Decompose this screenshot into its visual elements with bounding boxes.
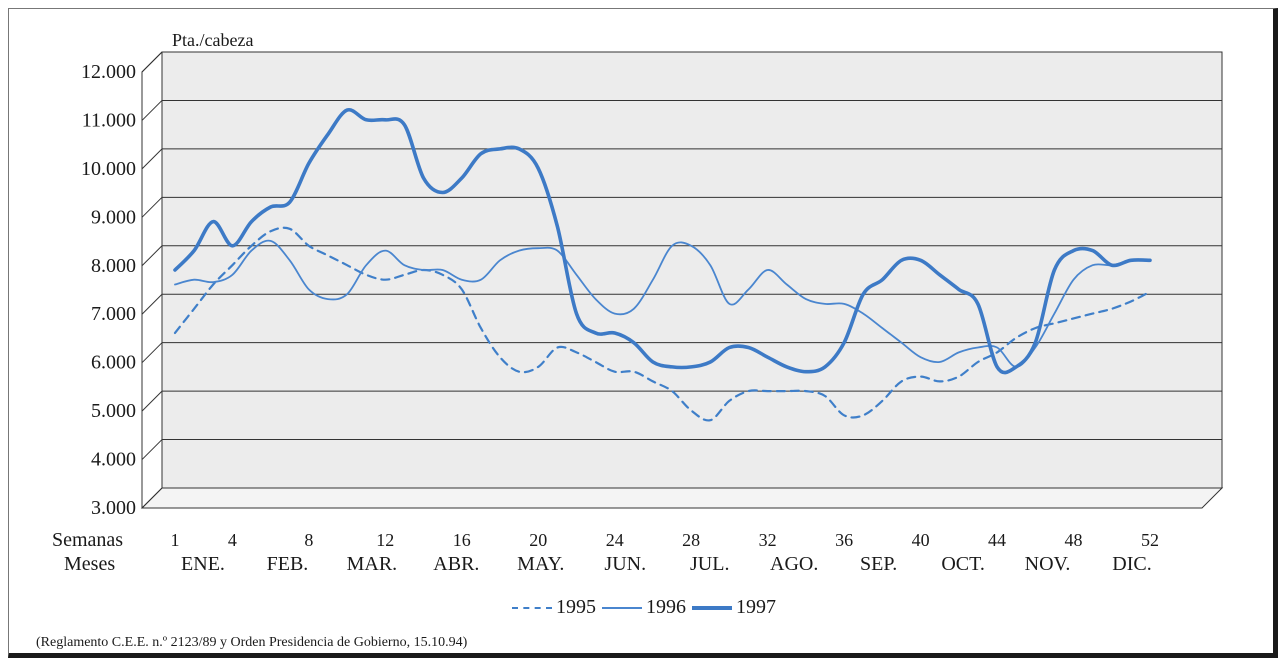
legend-item-1996: 1996 <box>602 596 686 619</box>
y-tick-mark <box>141 196 163 218</box>
legend-label-1997: 1997 <box>736 596 776 618</box>
x-tick-label: 40 <box>912 530 930 550</box>
x-tick-label: 8 <box>304 530 313 550</box>
x-axis-month-ticks: ENE. FEB. MAR. ABR. MAY. JUN. JUL. AGO. SEP. OCT.… <box>181 553 1152 575</box>
x-tick-label: 48 <box>1065 530 1083 550</box>
y-tick-mark <box>141 148 163 170</box>
series-line-1996 <box>174 239 1151 368</box>
legend-swatch-1995 <box>512 606 552 609</box>
series-line-1997 <box>173 107 1152 375</box>
y-tick-label: 9.000 <box>91 206 136 228</box>
x-tick-label: 16 <box>453 530 471 550</box>
month-label: JUN. <box>604 553 646 575</box>
x-tick-label: 24 <box>606 530 624 550</box>
x-tick-label: 28 <box>682 530 700 550</box>
y-axis-ticks: 3.000 4.000 5.000 6.000 7.000 8.000 9.000 10.00… <box>81 51 163 519</box>
legend: 1995 1996 1997 <box>0 596 1288 619</box>
y-tick-label: 6.000 <box>91 352 136 374</box>
y-tick-label: 11.000 <box>82 109 136 131</box>
y-tick-label: 8.000 <box>91 255 136 277</box>
month-label: ENE. <box>181 553 225 575</box>
legend-item-1995: 1995 <box>512 596 596 619</box>
x-tick-label: 12 <box>376 530 394 550</box>
series-line-1995 <box>173 226 1152 422</box>
month-label: MAY. <box>517 553 564 575</box>
gridlines <box>162 51 1222 441</box>
legend-item-1997: 1997 <box>692 596 776 619</box>
x-row-label-weeks: Semanas <box>52 529 123 551</box>
y-tick-label: 4.000 <box>91 449 136 471</box>
x-tick-label: 44 <box>988 530 1006 550</box>
x-axis-week-ticks: 1 4 8 12 16 20 24 28 32 36 40 44 48 52 <box>171 530 1160 550</box>
legend-label-1995: 1995 <box>556 596 596 618</box>
plot-side-edge <box>141 51 163 508</box>
x-tick-label: 52 <box>1141 530 1159 550</box>
month-label: MAR. <box>347 553 398 575</box>
y-tick-label: 7.000 <box>91 303 136 325</box>
x-tick-label: 20 <box>529 530 547 550</box>
x-row-label-months: Meses <box>64 553 115 575</box>
plot-back-wall <box>161 51 1223 489</box>
month-label: DIC. <box>1112 553 1151 575</box>
month-label: ABR. <box>433 553 479 575</box>
month-label: JUL. <box>690 553 729 575</box>
footnote: (Reglamento C.E.E. n.º 2123/89 y Orden P… <box>36 635 468 650</box>
y-tick-mark <box>141 293 163 315</box>
y-tick-mark <box>141 342 163 364</box>
y-tick-label: 3.000 <box>91 497 136 519</box>
legend-swatch-1997 <box>692 605 732 610</box>
month-label: SEP. <box>860 553 897 575</box>
y-tick-label: 10.000 <box>81 158 136 180</box>
y-tick-mark <box>141 439 163 460</box>
x-tick-label: 1 <box>171 530 180 550</box>
y-tick-label: 12.000 <box>81 61 136 83</box>
legend-swatch-1996 <box>602 606 642 609</box>
y-axis-unit-label: Pta./cabeza <box>172 30 254 50</box>
month-label: NOV. <box>1025 553 1071 575</box>
y-tick-mark <box>141 100 163 121</box>
legend-label-1996: 1996 <box>646 596 686 618</box>
y-tick-label: 5.000 <box>91 400 136 422</box>
month-label: OCT. <box>941 553 985 575</box>
x-tick-label: 36 <box>835 530 853 550</box>
y-tick-mark <box>141 487 163 509</box>
month-label: FEB. <box>267 553 309 575</box>
y-tick-mark <box>141 245 163 267</box>
y-tick-mark <box>141 390 163 412</box>
series-lines <box>173 107 1152 422</box>
month-label: AGO. <box>770 553 818 575</box>
x-tick-label: 4 <box>228 530 237 550</box>
x-tick-label: 32 <box>759 530 777 550</box>
y-tick-mark <box>141 51 163 73</box>
plot-floor <box>140 487 1224 509</box>
